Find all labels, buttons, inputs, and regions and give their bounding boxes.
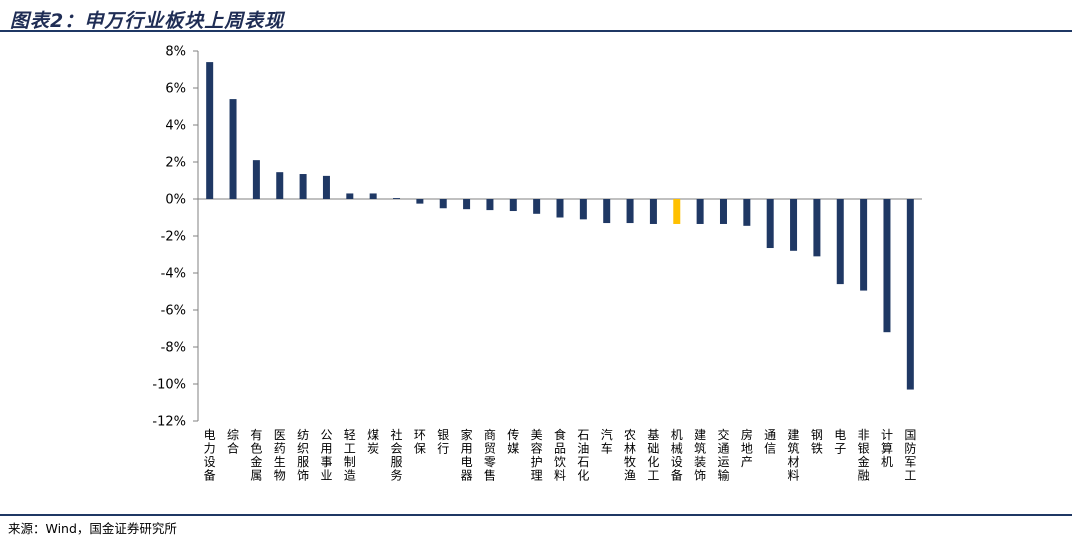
bar — [252, 160, 260, 199]
x-tick-label: 食品饮料 — [554, 427, 566, 483]
bar — [346, 193, 354, 199]
y-tick-label: -6% — [161, 304, 186, 319]
x-tick-label: 建筑材料 — [788, 428, 800, 483]
source-note: 来源：Wind，国金证券研究所 — [8, 521, 177, 536]
y-tick-label: -8% — [161, 341, 186, 356]
bar — [836, 199, 844, 285]
bar — [206, 62, 214, 199]
x-tick-label: 银行 — [437, 428, 449, 456]
bar — [673, 199, 681, 224]
x-tick-label: 商贸零售 — [484, 427, 496, 483]
y-tick-label: -12% — [152, 415, 186, 430]
x-tick-label: 建筑装饰 — [694, 428, 706, 483]
bar — [719, 199, 727, 224]
x-tick-label: 非银金融 — [858, 428, 870, 483]
x-tick-label: 石油石化 — [577, 428, 589, 483]
x-tick-label: 纺织服饰 — [297, 428, 309, 483]
x-tick-label: 国防军工 — [904, 428, 916, 483]
bar — [790, 199, 798, 251]
bar — [509, 199, 517, 212]
figure-title: 图表2：申万行业板块上周表现 — [10, 10, 285, 32]
bar — [626, 199, 634, 224]
y-tick-label: 6% — [165, 82, 186, 97]
bar — [229, 99, 237, 199]
x-tick-label: 基础化工 — [647, 428, 659, 483]
y-tick-label: 8% — [165, 45, 186, 60]
x-tick-label: 传媒 — [507, 427, 519, 456]
bar — [369, 193, 377, 199]
x-tick-label: 汽车 — [601, 427, 613, 456]
x-tick-label: 计算机 — [881, 428, 893, 469]
bar — [486, 199, 494, 211]
x-tick-label: 交通运输 — [717, 427, 729, 483]
x-tick-label: 煤炭 — [367, 428, 379, 456]
bar — [556, 199, 564, 218]
bar — [276, 172, 284, 199]
bar — [322, 175, 330, 199]
x-tick-label: 家用电器 — [461, 427, 473, 483]
bar — [649, 199, 657, 224]
bar — [393, 198, 401, 199]
bar — [696, 199, 704, 224]
top-divider — [0, 30, 1072, 32]
x-tick-label: 环保 — [414, 428, 426, 456]
bar — [906, 199, 914, 390]
x-tick-label: 电子 — [834, 428, 846, 456]
x-tick-label: 医药生物 — [274, 428, 286, 483]
x-tick-label: 钢铁 — [811, 428, 823, 456]
bottom-divider — [0, 514, 1072, 516]
x-tick-label: 公用事业 — [320, 428, 332, 483]
y-axis: 8% 6% 4% 2% 0% -2% -4% -6% -8% -10% -12% — [152, 45, 922, 430]
y-tick-label: -4% — [161, 267, 186, 282]
bar — [463, 199, 471, 210]
bar — [439, 199, 447, 209]
x-tick-label: 房地产 — [741, 427, 753, 469]
bar — [860, 199, 868, 291]
x-axis-labels: 电力设备综合有色金属医药生物纺织服饰公用事业轻工制造煤炭社会服务环保银行家用电器… — [204, 427, 917, 483]
x-tick-label: 机械设备 — [671, 428, 683, 483]
bars — [206, 62, 914, 390]
x-tick-label: 通信 — [764, 428, 776, 456]
bar — [603, 199, 611, 224]
x-tick-label: 有色金属 — [250, 428, 262, 483]
bar — [579, 199, 587, 220]
bar — [813, 199, 821, 257]
y-tick-label: 0% — [165, 193, 186, 208]
bar-chart: 8% 6% 4% 2% 0% -2% -4% -6% -8% -10% -12% 电力设备综合有色金… — [152, 45, 922, 483]
x-tick-label: 社会服务 — [391, 427, 403, 483]
bar — [766, 199, 774, 249]
y-tick-label: -10% — [152, 378, 186, 393]
y-tick-label: 4% — [165, 119, 186, 134]
bar — [883, 199, 891, 333]
bar — [743, 199, 751, 226]
y-tick-label: -2% — [161, 230, 186, 245]
bar — [416, 199, 424, 204]
x-tick-label: 美容护理 — [531, 428, 543, 483]
bar — [533, 199, 541, 214]
x-tick-label: 综合 — [227, 428, 239, 456]
y-tick-label: 2% — [165, 156, 186, 171]
x-tick-label: 轻工制造 — [344, 428, 356, 483]
x-tick-label: 电力设备 — [204, 428, 216, 483]
bar — [299, 174, 307, 199]
x-tick-label: 农林牧渔 — [624, 428, 636, 483]
